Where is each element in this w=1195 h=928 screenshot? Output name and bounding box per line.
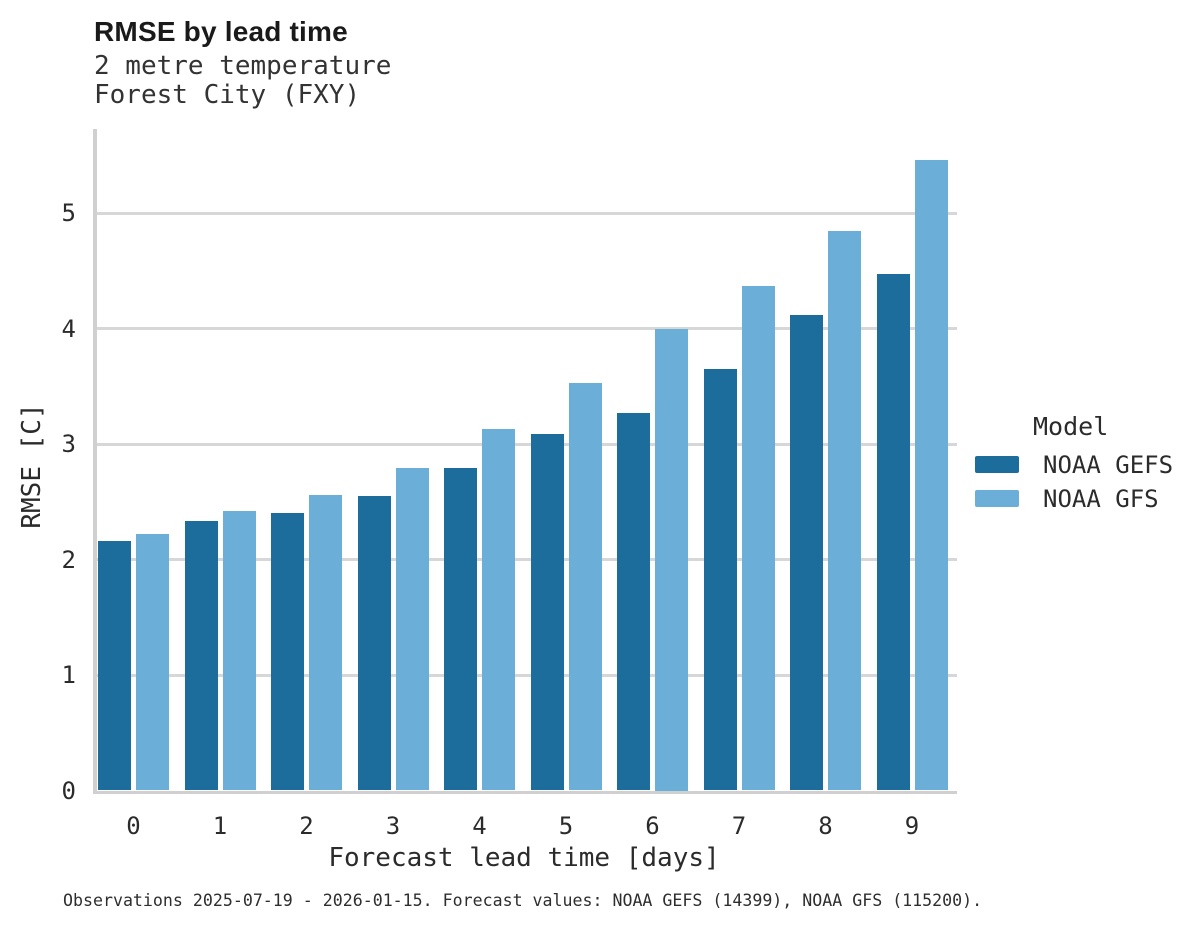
chart-subtitle-line-2: Forest City (FXY)	[94, 80, 361, 110]
gridline-y-1	[93, 673, 957, 677]
bar-noaa-gfs-lead-7	[741, 285, 775, 791]
x-tick-label-5: 5	[558, 812, 574, 840]
x-tick-label-1: 1	[212, 812, 228, 840]
footer-caption: Observations 2025-07-19 - 2026-01-15. Fo…	[63, 891, 983, 910]
y-tick-label-1: 1	[61, 661, 76, 689]
x-tick-label-0: 0	[126, 812, 141, 840]
bar-noaa-gfs-lead-2	[309, 494, 342, 791]
x-tick-label-7: 7	[731, 812, 747, 840]
x-tick-label-4: 4	[472, 812, 487, 840]
gridline-y-5	[93, 211, 957, 215]
legend-label-noaa-gefs: NOAA GEFS	[1043, 451, 1174, 479]
legend-title: Model	[1033, 412, 1109, 441]
x-tick-label-2: 2	[299, 812, 314, 840]
y-axis-title: RMSE [C]	[17, 403, 47, 529]
chart-subtitle-line-1: 2 metre temperature	[94, 51, 392, 81]
x-tick-label-8: 8	[818, 812, 833, 840]
bar-noaa-gefs-lead-8	[790, 314, 823, 791]
gridline-y-3	[93, 442, 957, 446]
bar-noaa-gfs-lead-3	[395, 468, 429, 791]
legend-swatch-noaa-gefs	[975, 456, 1019, 473]
bar-noaa-gefs-lead-6	[617, 412, 650, 791]
legend-label-noaa-gfs: NOAA GFS	[1043, 485, 1159, 513]
y-tick-label-5: 5	[61, 199, 76, 227]
gridline-y-2	[93, 558, 957, 561]
bar-noaa-gefs-lead-9	[876, 274, 910, 791]
bar-noaa-gefs-lead-3	[357, 495, 391, 791]
bar-noaa-gefs-lead-5	[530, 433, 564, 791]
y-tick-label-3: 3	[61, 430, 76, 458]
x-tick-label-6: 6	[645, 812, 660, 840]
x-axis-title: Forecast lead time [days]	[328, 843, 720, 873]
bar-noaa-gefs-lead-1	[184, 521, 218, 791]
bar-noaa-gfs-lead-5	[568, 382, 602, 791]
x-axis-line	[93, 790, 957, 794]
bar-noaa-gefs-lead-4	[444, 468, 477, 791]
bar-noaa-gefs-lead-0	[98, 541, 131, 791]
y-tick-label-2: 2	[61, 545, 76, 574]
bar-noaa-gfs-lead-8	[828, 231, 861, 791]
y-axis-spine	[93, 129, 97, 794]
bar-noaa-gfs-lead-6	[655, 328, 688, 791]
y-tick-label-4: 4	[61, 314, 76, 343]
bar-noaa-gefs-lead-7	[703, 368, 737, 791]
legend-swatch-noaa-gfs	[975, 490, 1019, 507]
bar-noaa-gfs-lead-1	[222, 510, 256, 791]
x-tick-label-9: 9	[904, 812, 920, 840]
y-tick-label-0: 0	[61, 776, 76, 805]
x-tick-label-3: 3	[385, 812, 401, 840]
chart-title: RMSE by lead time	[94, 16, 348, 47]
bar-noaa-gfs-lead-4	[482, 428, 515, 791]
bar-noaa-gefs-lead-2	[271, 513, 304, 791]
bar-noaa-gfs-lead-9	[914, 159, 948, 791]
bar-noaa-gfs-lead-0	[136, 534, 169, 791]
gridline-y-4	[93, 327, 957, 330]
